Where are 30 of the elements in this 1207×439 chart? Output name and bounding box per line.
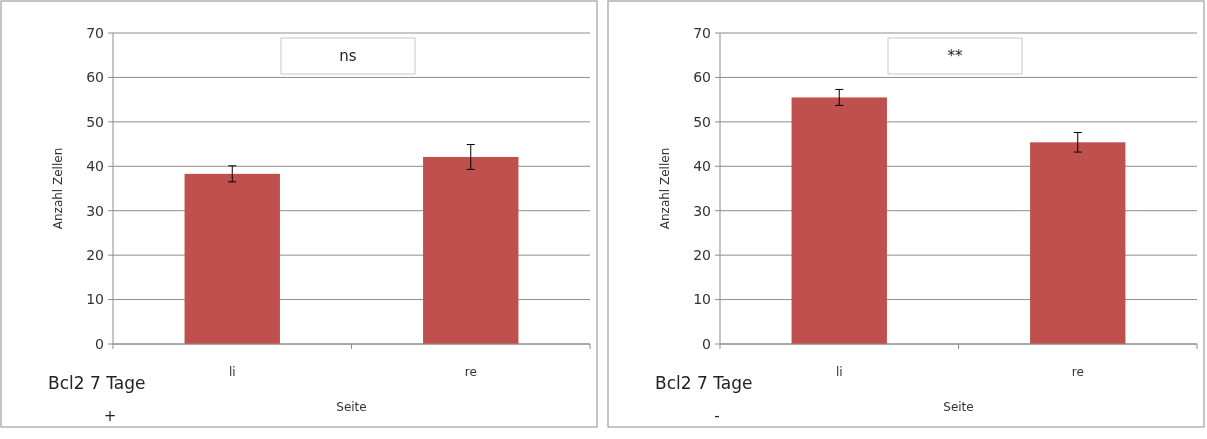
y-tick-label: 60 [693, 69, 711, 86]
y-tick-label: 10 [693, 291, 711, 308]
y-tick-label: 50 [693, 113, 711, 130]
y-tick-label: 30 [86, 202, 104, 219]
y-tick-label: 40 [693, 158, 711, 175]
y-tick-label: 0 [95, 335, 104, 352]
text: Bcl2 7 Tage [655, 373, 753, 393]
text: - [714, 407, 720, 425]
y-tick-label: 60 [86, 69, 104, 86]
y-tick-label: 20 [693, 247, 711, 264]
x-tick-label: re [1071, 365, 1084, 379]
y-axis-title: Anzahl Zellen [51, 147, 65, 230]
y-axis-title: Anzahl Zellen [658, 147, 672, 230]
y-tick-label: 70 [693, 24, 711, 41]
text: + [103, 407, 117, 425]
x-tick-label: li [835, 365, 843, 379]
x-tick-label: li [228, 365, 236, 379]
x-tick-label: re [464, 365, 477, 379]
text: Bcl2 7 Tage [48, 373, 146, 393]
annotation: ns [339, 47, 357, 66]
y-tick-label: 30 [693, 202, 711, 219]
y-tick-label: 0 [702, 335, 711, 352]
y-tick-label: 10 [86, 291, 104, 308]
y-tick-label: 50 [86, 113, 104, 130]
annotation: ** [947, 47, 963, 66]
x-axis-title: Seite [336, 400, 367, 414]
x-axis-title: Seite [943, 400, 974, 414]
y-tick-label: 20 [86, 247, 104, 264]
y-tick-label: 40 [86, 158, 104, 175]
y-tick-label: 70 [86, 24, 104, 41]
